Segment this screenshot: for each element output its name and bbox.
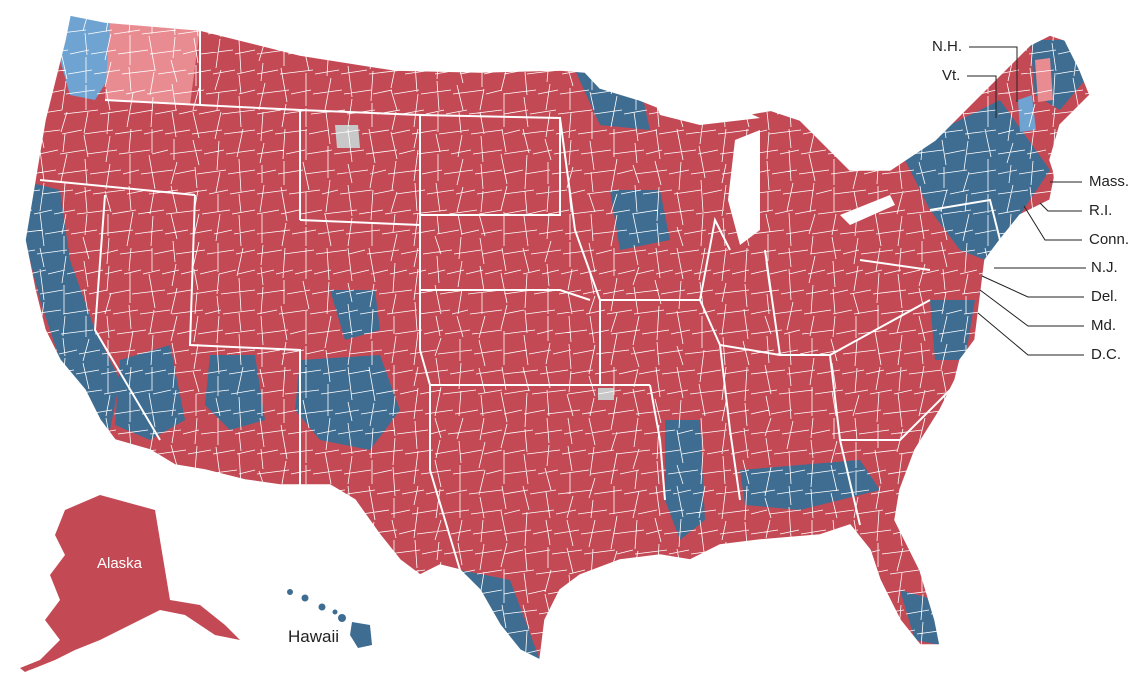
kansas-gray-region bbox=[598, 388, 614, 400]
ri-label: R.I. bbox=[1089, 202, 1113, 219]
del-label: Del. bbox=[1091, 288, 1118, 305]
nj-label: N.J. bbox=[1091, 259, 1118, 276]
hawaii bbox=[287, 589, 372, 648]
maine-interior-region bbox=[1035, 58, 1053, 102]
md-leader bbox=[979, 289, 1084, 327]
alaska-shape bbox=[30, 495, 240, 670]
mass-label: Mass. bbox=[1089, 173, 1130, 190]
leader-lines bbox=[967, 46, 1086, 356]
conn-label: Conn. bbox=[1089, 231, 1130, 248]
idaho-gray-region bbox=[335, 125, 360, 148]
southern-nevada-region bbox=[115, 345, 185, 440]
del-leader bbox=[981, 275, 1084, 298]
dc-leader bbox=[977, 312, 1084, 356]
lake-superior bbox=[650, 90, 760, 125]
mid-atlantic-region bbox=[930, 300, 975, 360]
vt-label: Vt. bbox=[942, 67, 961, 84]
md-label: Md. bbox=[1091, 317, 1117, 334]
new-mexico-region bbox=[295, 355, 400, 450]
washington-east-region bbox=[105, 20, 200, 105]
us-outline-stroke bbox=[24, 14, 1091, 662]
northeast-region bbox=[900, 100, 1050, 260]
conn-leader bbox=[1023, 205, 1082, 241]
nh-label: N.H. bbox=[932, 38, 962, 55]
pacific-coast-region bbox=[25, 180, 120, 430]
state-borders bbox=[39, 30, 1001, 571]
dc-label: D.C. bbox=[1091, 346, 1121, 363]
nh-leader bbox=[969, 46, 1018, 102]
lake-michigan bbox=[728, 130, 760, 245]
mississippi-delta-region bbox=[665, 420, 705, 540]
upper-midwest-region bbox=[610, 190, 670, 250]
colorado-region bbox=[330, 290, 380, 340]
lake-erie bbox=[840, 195, 895, 225]
alaska-aleutians bbox=[20, 660, 45, 672]
us-outline bbox=[25, 15, 1090, 660]
vt-leader bbox=[967, 75, 997, 118]
hawaii-label: Hawaii bbox=[288, 627, 340, 646]
contiguous-us bbox=[24, 14, 1091, 662]
black-belt-region bbox=[740, 460, 880, 510]
alaska bbox=[20, 495, 240, 672]
alaska-label: Alaska bbox=[97, 555, 143, 572]
ri-leader bbox=[1039, 202, 1082, 212]
